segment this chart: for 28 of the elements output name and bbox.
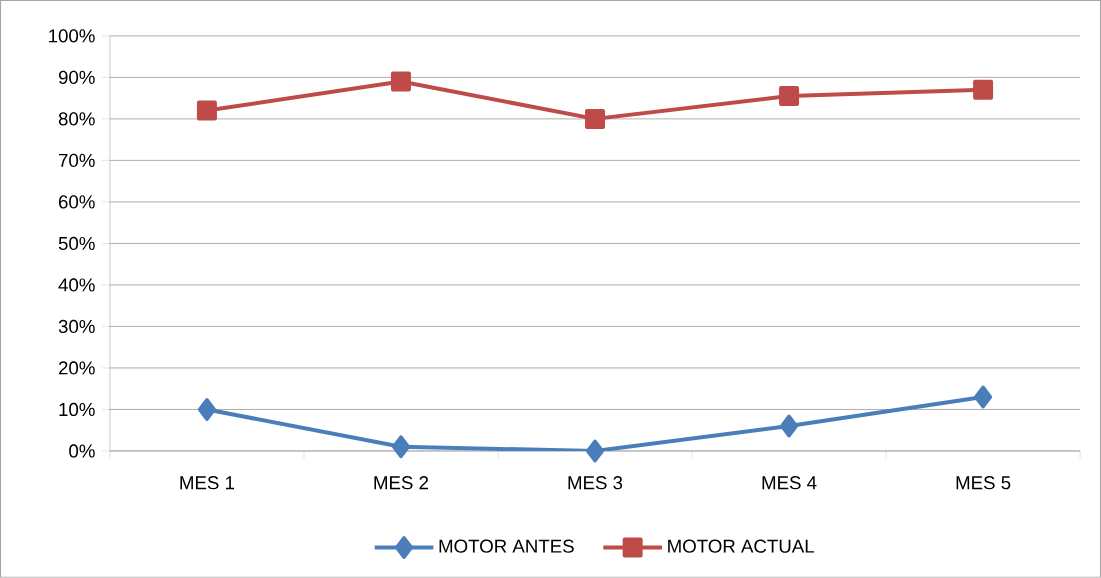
x-tick-label: MES 2 xyxy=(374,476,429,490)
point xyxy=(973,79,994,100)
point xyxy=(196,100,217,121)
y-tick-label: 80% xyxy=(58,112,95,126)
point xyxy=(585,108,606,129)
y-tick-label: 100% xyxy=(49,29,95,43)
y-tick-label: 40% xyxy=(58,278,95,292)
point xyxy=(197,398,216,421)
y-tick-label: 90% xyxy=(58,70,95,85)
y-tick-label: 0% xyxy=(69,444,95,458)
point xyxy=(779,86,800,107)
x-tick-label: MES 3 xyxy=(568,476,623,490)
y-tick-label: 60% xyxy=(58,195,95,209)
point xyxy=(390,71,411,92)
point xyxy=(974,385,993,409)
y-tick-label: 30% xyxy=(58,319,95,334)
legend-label: MOTOR ACTUAL xyxy=(668,539,815,553)
y-tick-label: 10% xyxy=(59,402,95,417)
point xyxy=(586,439,605,463)
y-tick-label: 70% xyxy=(59,153,95,168)
legend-label: MOTOR ANTES xyxy=(439,539,574,553)
x-tick-label: MES 5 xyxy=(956,476,1011,490)
y-tick-label: 20% xyxy=(58,361,95,375)
y-tick-label: 50% xyxy=(58,236,95,251)
x-tick-label: MES 1 xyxy=(180,476,235,490)
x-tick-label: MES 4 xyxy=(762,476,817,490)
point xyxy=(391,435,410,459)
point xyxy=(780,414,799,438)
